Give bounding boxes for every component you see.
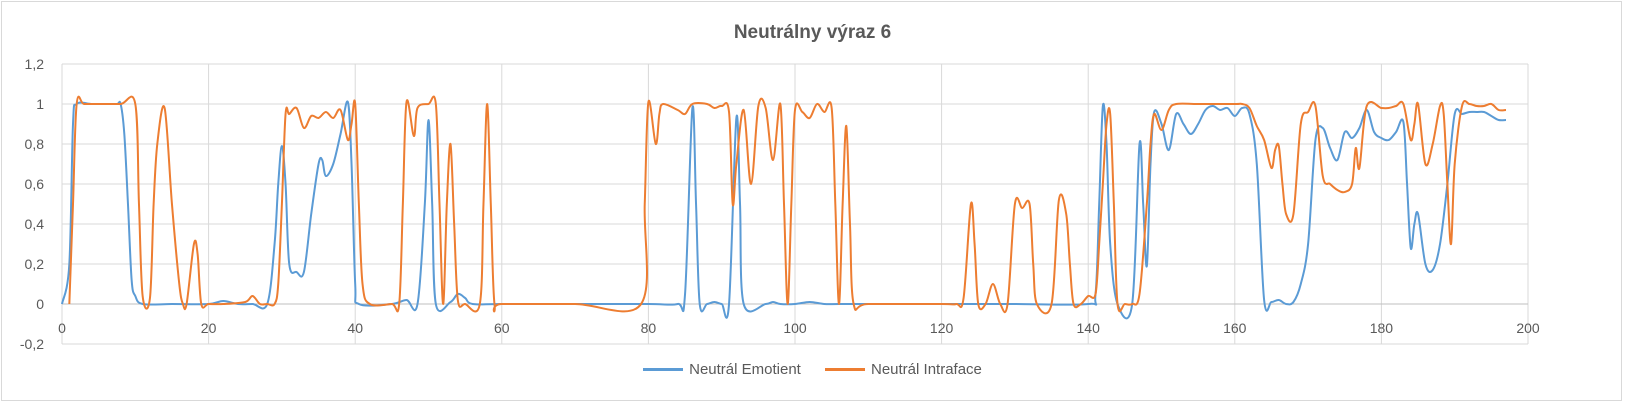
y-tick-label: 1	[36, 96, 44, 112]
y-tick-label: 0	[36, 296, 44, 312]
x-tick-label: 160	[1223, 320, 1247, 336]
y-tick-label: 0,8	[25, 136, 45, 152]
x-tick-label: 60	[494, 320, 510, 336]
legend-item-emotient: Neutrál Emotient	[643, 361, 801, 378]
x-tick-label: 0	[58, 320, 66, 336]
y-tick-label: 0,4	[25, 216, 45, 232]
legend: Neutrál Emotient Neutrál Intraface	[0, 358, 1625, 378]
x-tick-label: 120	[930, 320, 954, 336]
x-tick-label: 20	[201, 320, 217, 336]
legend-label-emotient: Neutrál Emotient	[689, 361, 801, 378]
x-tick-label: 200	[1516, 320, 1540, 336]
y-tick-label: 0,6	[25, 176, 45, 192]
legend-item-intraface: Neutrál Intraface	[825, 361, 982, 378]
y-tick-label: -0,2	[20, 336, 44, 352]
chart-title: Neutrálny výraz 6	[733, 22, 892, 43]
x-tick-label: 100	[783, 320, 807, 336]
series-line-intraface	[68, 95, 1507, 315]
x-tick-label: 80	[641, 320, 657, 336]
x-tick-label: 180	[1370, 320, 1394, 336]
legend-label-intraface: Neutrál Intraface	[871, 361, 982, 378]
series-line-emotient	[61, 100, 1507, 320]
legend-swatch-emotient	[643, 368, 684, 371]
y-tick-label: 0,2	[25, 256, 45, 272]
y-tick-label: 1,2	[25, 56, 45, 72]
legend-swatch-intraface	[825, 368, 865, 371]
x-tick-label: 40	[347, 320, 363, 336]
x-tick-label: 140	[1077, 320, 1101, 336]
